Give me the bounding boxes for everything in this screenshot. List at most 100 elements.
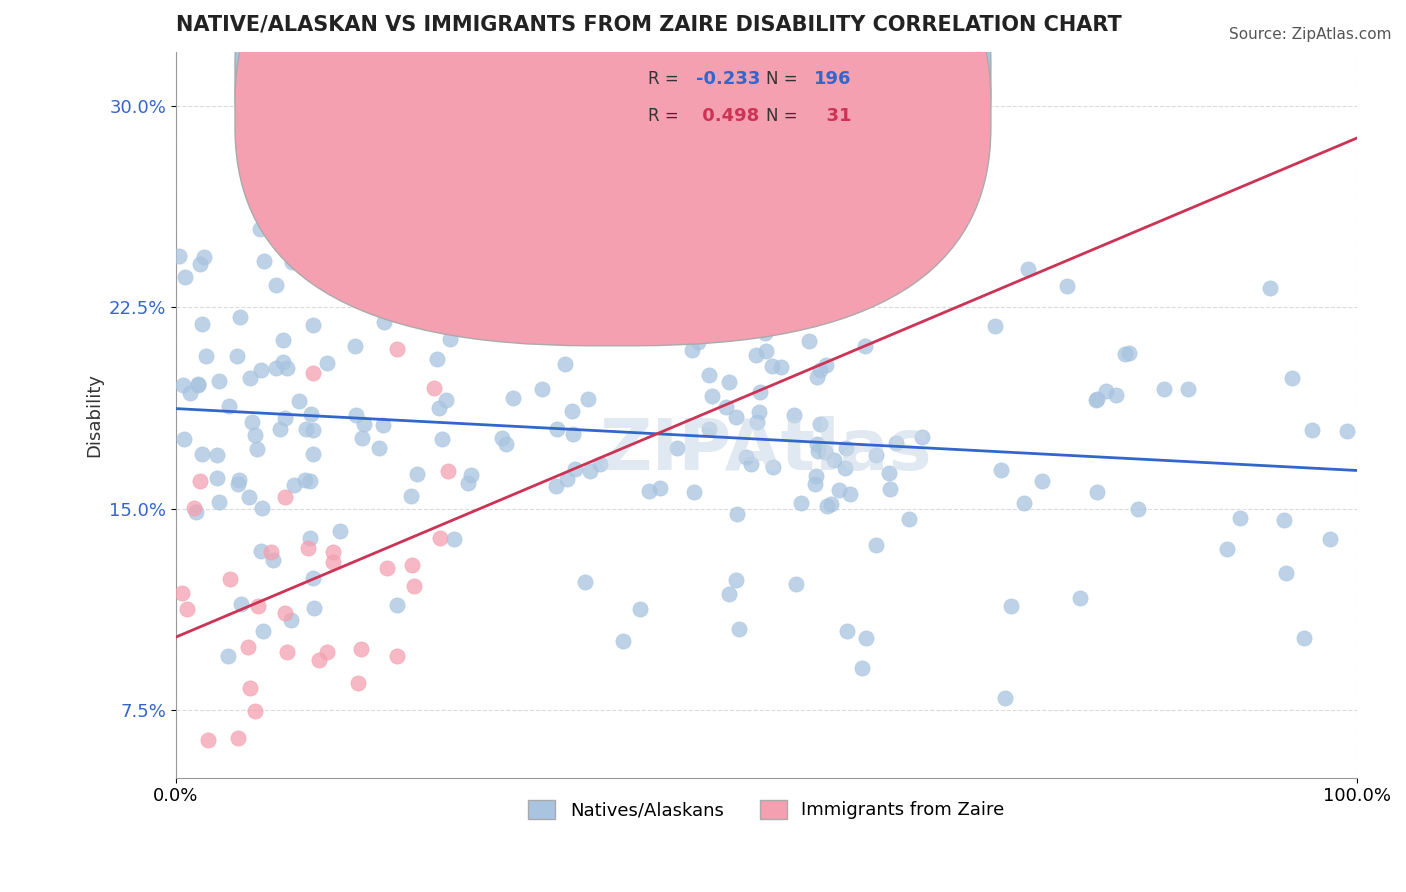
Point	[299, 474, 322, 488]
Point	[911, 430, 934, 444]
Point	[228, 477, 250, 491]
Point	[190, 447, 212, 461]
Point	[501, 194, 523, 208]
Point	[269, 422, 291, 436]
Point	[299, 531, 322, 545]
Point	[865, 449, 887, 463]
Point	[628, 602, 651, 616]
Y-axis label: Disability: Disability	[86, 373, 103, 457]
Point	[879, 483, 901, 497]
Point	[898, 512, 921, 526]
Point	[301, 447, 323, 461]
Point	[329, 524, 352, 538]
Point	[239, 371, 262, 385]
Point	[1085, 484, 1108, 499]
Point	[1336, 424, 1358, 438]
Point	[1000, 599, 1022, 614]
Point	[1275, 566, 1298, 581]
Point	[218, 399, 240, 413]
Point	[1085, 392, 1108, 406]
Point	[439, 332, 461, 346]
Point	[1105, 388, 1128, 402]
Point	[834, 460, 856, 475]
Point	[287, 394, 309, 409]
Point	[727, 622, 749, 636]
Point	[574, 575, 596, 590]
Point	[495, 436, 517, 450]
Point	[280, 613, 302, 627]
Point	[183, 500, 205, 515]
Point	[745, 348, 768, 362]
Point	[654, 288, 676, 302]
Point	[262, 552, 284, 566]
Point	[322, 545, 344, 559]
Point	[984, 319, 1007, 334]
Point	[808, 363, 831, 377]
Point	[344, 409, 367, 423]
Point	[437, 464, 460, 478]
Point	[1017, 261, 1039, 276]
Text: N =: N =	[766, 107, 803, 125]
Legend: Natives/Alaskans, Immigrants from Zaire: Natives/Alaskans, Immigrants from Zaire	[522, 793, 1012, 827]
Point	[564, 462, 586, 476]
Point	[1085, 393, 1108, 408]
Point	[1056, 279, 1078, 293]
Point	[344, 339, 367, 353]
Point	[724, 410, 747, 425]
FancyBboxPatch shape	[235, 0, 991, 346]
Point	[1319, 533, 1341, 547]
Point	[637, 302, 659, 317]
Point	[295, 422, 318, 436]
Point	[250, 363, 273, 377]
Point	[1118, 346, 1140, 360]
Point	[274, 607, 297, 621]
Point	[245, 428, 267, 442]
Point	[297, 541, 319, 555]
Point	[993, 690, 1015, 705]
Point	[697, 368, 720, 383]
Point	[884, 436, 907, 450]
Point	[402, 579, 425, 593]
Point	[187, 377, 209, 392]
Point	[612, 633, 634, 648]
Text: ZIPAtlas: ZIPAtlas	[600, 417, 932, 485]
Point	[697, 422, 720, 436]
Point	[401, 558, 423, 573]
Point	[851, 661, 873, 675]
Text: 196: 196	[814, 70, 851, 88]
Point	[806, 469, 828, 483]
Point	[681, 343, 703, 357]
Point	[239, 681, 262, 695]
Point	[173, 433, 195, 447]
Point	[375, 560, 398, 574]
Point	[179, 386, 201, 401]
Point	[683, 485, 706, 500]
Point	[385, 342, 408, 356]
Point	[820, 497, 842, 511]
Point	[717, 375, 740, 389]
Point	[491, 431, 513, 445]
Point	[555, 472, 578, 486]
Point	[443, 532, 465, 546]
Point	[457, 475, 479, 490]
Point	[797, 334, 820, 348]
Point	[240, 415, 263, 429]
Text: NATIVE/ALASKAN VS IMMIGRANTS FROM ZAIRE DISABILITY CORRELATION CHART: NATIVE/ALASKAN VS IMMIGRANTS FROM ZAIRE …	[176, 15, 1122, 35]
Point	[368, 441, 391, 455]
Point	[226, 731, 249, 746]
Point	[718, 586, 741, 600]
Point	[1114, 347, 1136, 361]
Point	[855, 632, 877, 646]
Point	[228, 310, 250, 324]
Point	[636, 289, 658, 303]
Point	[790, 496, 813, 510]
Text: N =: N =	[766, 70, 803, 88]
Point	[806, 437, 828, 451]
Point	[579, 464, 602, 478]
FancyBboxPatch shape	[235, 0, 991, 310]
Point	[1281, 371, 1303, 385]
Point	[1258, 281, 1281, 295]
Point	[725, 507, 748, 521]
Point	[302, 423, 325, 437]
Point	[271, 355, 294, 369]
